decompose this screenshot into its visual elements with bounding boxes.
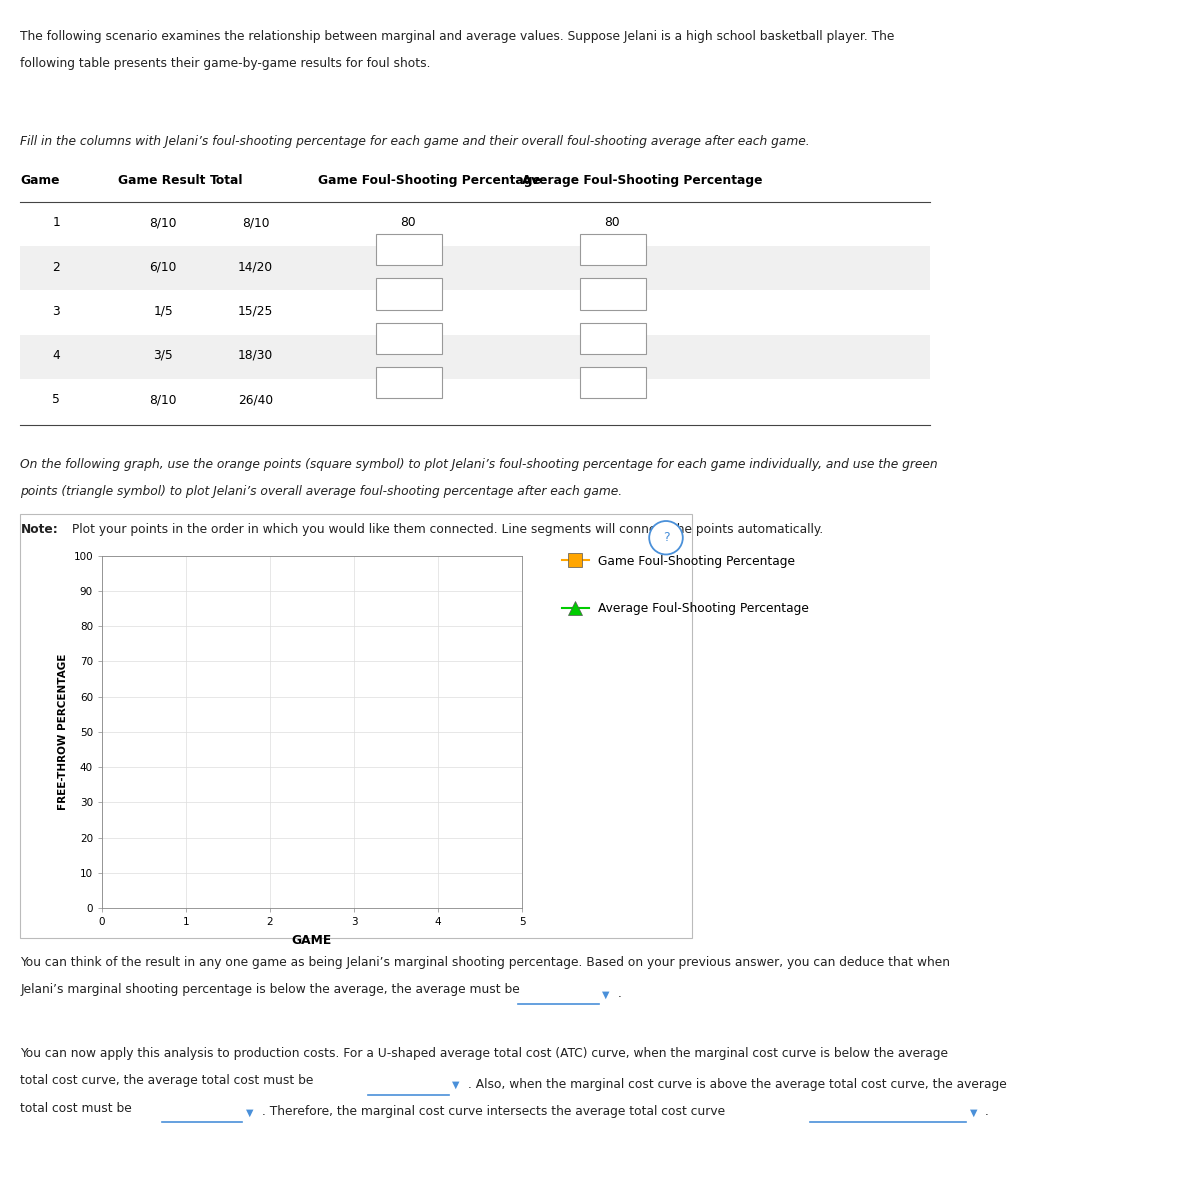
Text: following table presents their game-by-game results for foul shots.: following table presents their game-by-g… (20, 57, 431, 71)
Text: You can think of the result in any one game as being Jelani’s marginal shooting : You can think of the result in any one g… (20, 956, 950, 969)
Text: Game Result: Game Result (118, 174, 205, 188)
Text: 18/30: 18/30 (238, 349, 274, 362)
Text: 80: 80 (400, 216, 416, 229)
Text: 5: 5 (53, 393, 60, 406)
Text: Average Foul-Shooting Percentage: Average Foul-Shooting Percentage (522, 174, 762, 188)
Text: ▼: ▼ (970, 1108, 977, 1117)
Text: 26/40: 26/40 (238, 393, 274, 406)
FancyBboxPatch shape (376, 323, 442, 354)
FancyBboxPatch shape (376, 367, 442, 398)
Text: You can now apply this analysis to production costs. For a U-shaped average tota: You can now apply this analysis to produ… (20, 1047, 948, 1060)
Text: .: . (985, 1105, 989, 1119)
Text: ▼: ▼ (452, 1080, 460, 1090)
Legend: Game Foul-Shooting Percentage, Average Foul-Shooting Percentage: Game Foul-Shooting Percentage, Average F… (562, 554, 809, 615)
Text: 3/5: 3/5 (154, 349, 173, 362)
FancyBboxPatch shape (580, 323, 646, 354)
FancyBboxPatch shape (580, 278, 646, 310)
Text: The following scenario examines the relationship between marginal and average va: The following scenario examines the rela… (20, 30, 895, 43)
Text: 4: 4 (53, 349, 60, 362)
Text: 1: 1 (53, 216, 60, 229)
Text: 14/20: 14/20 (238, 261, 274, 274)
Text: Fill in the columns with Jelani’s foul-shooting percentage for each game and the: Fill in the columns with Jelani’s foul-s… (20, 135, 810, 148)
Text: Jelani’s marginal shooting percentage is below the average, the average must be: Jelani’s marginal shooting percentage is… (20, 983, 520, 997)
Text: . Also, when the marginal cost curve is above the average total cost curve, the : . Also, when the marginal cost curve is … (468, 1078, 1007, 1091)
FancyBboxPatch shape (20, 335, 930, 379)
Text: 6/10: 6/10 (150, 261, 176, 274)
Text: 80: 80 (604, 216, 620, 229)
Text: Game Foul-Shooting Percentage: Game Foul-Shooting Percentage (318, 174, 541, 188)
FancyBboxPatch shape (20, 246, 930, 290)
Text: Total: Total (210, 174, 244, 188)
Text: 8/10: 8/10 (242, 216, 269, 229)
FancyBboxPatch shape (20, 514, 692, 938)
Text: Plot your points in the order in which you would like them connected. Line segme: Plot your points in the order in which y… (68, 523, 823, 537)
Text: total cost curve, the average total cost must be: total cost curve, the average total cost… (20, 1074, 313, 1087)
Text: 1/5: 1/5 (154, 305, 173, 318)
Text: 2: 2 (53, 261, 60, 274)
FancyBboxPatch shape (376, 234, 442, 265)
Text: Note:: Note: (20, 523, 58, 537)
Text: ?: ? (662, 532, 670, 544)
Text: 8/10: 8/10 (150, 216, 176, 229)
X-axis label: GAME: GAME (292, 934, 332, 948)
Text: .: . (618, 987, 622, 1000)
Text: ▼: ▼ (602, 989, 610, 999)
Text: . Therefore, the marginal cost curve intersects the average total cost curve: . Therefore, the marginal cost curve int… (262, 1105, 725, 1119)
Text: ▼: ▼ (246, 1108, 253, 1117)
FancyBboxPatch shape (580, 234, 646, 265)
Text: total cost must be: total cost must be (20, 1102, 132, 1115)
Text: Game: Game (20, 174, 60, 188)
Text: 15/25: 15/25 (238, 305, 274, 318)
FancyBboxPatch shape (376, 278, 442, 310)
Text: On the following graph, use the orange points (square symbol) to plot Jelani’s f: On the following graph, use the orange p… (20, 458, 938, 471)
Text: 3: 3 (53, 305, 60, 318)
Text: 8/10: 8/10 (150, 393, 176, 406)
Text: points (triangle symbol) to plot Jelani’s overall average foul-shooting percenta: points (triangle symbol) to plot Jelani’… (20, 485, 623, 498)
FancyBboxPatch shape (580, 367, 646, 398)
Circle shape (649, 521, 683, 554)
Y-axis label: FREE-THROW PERCENTAGE: FREE-THROW PERCENTAGE (58, 654, 67, 810)
